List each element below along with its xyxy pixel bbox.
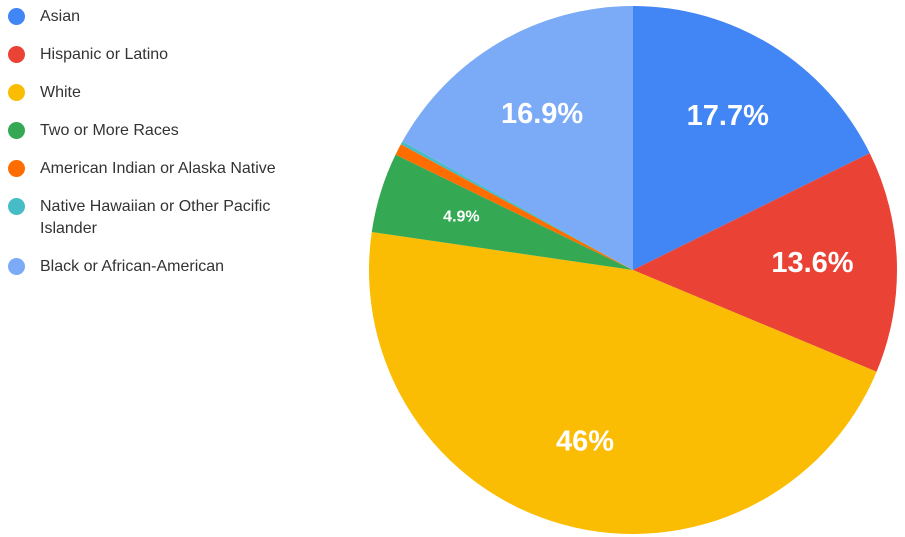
- data-label: 17.7%: [687, 100, 769, 132]
- legend-item: Native Hawaiian or Other Pacific Islande…: [7, 196, 307, 240]
- legend-item: Hispanic or Latino: [7, 44, 307, 66]
- legend-label: White: [40, 84, 81, 101]
- pie-slice: [633, 6, 870, 270]
- pie-slice: [369, 231, 877, 535]
- legend: Asian Hispanic or Latino White Two or More …: [7, 6, 307, 294]
- pie-slice: [371, 154, 633, 270]
- data-label: 16.9%: [501, 98, 583, 130]
- legend-item: White: [7, 82, 307, 104]
- legend-marker: [8, 84, 25, 101]
- data-label: 46%: [556, 426, 614, 458]
- legend-label: Black or African-American: [40, 258, 225, 275]
- legend-item: Asian: [7, 6, 307, 28]
- legend-item: Two or More Races: [7, 120, 307, 142]
- legend-label: American Indian or Alaska Native: [40, 160, 276, 177]
- pie-slice: [400, 141, 633, 270]
- legend-marker: [8, 258, 25, 275]
- pie-slice: [402, 6, 633, 270]
- legend-label: Hispanic or Latino: [40, 46, 169, 63]
- pie-slice: [395, 144, 633, 270]
- legend-marker: [8, 122, 25, 139]
- legend-marker: [8, 160, 25, 177]
- legend-item: American Indian or Alaska Native: [7, 158, 307, 180]
- legend-marker: [8, 198, 25, 215]
- legend-label: Asian: [40, 8, 81, 25]
- legend-label: Native Hawaiian or Other Pacific Islande…: [40, 198, 271, 237]
- legend-label: Two or More Races: [40, 122, 179, 139]
- pie-slice: [633, 153, 897, 372]
- legend-item: Black or African-American: [7, 256, 307, 278]
- legend-marker: [8, 8, 25, 25]
- legend-marker: [8, 46, 25, 63]
- data-label: 13.6%: [771, 247, 853, 279]
- data-label: 4.9%: [443, 208, 479, 225]
